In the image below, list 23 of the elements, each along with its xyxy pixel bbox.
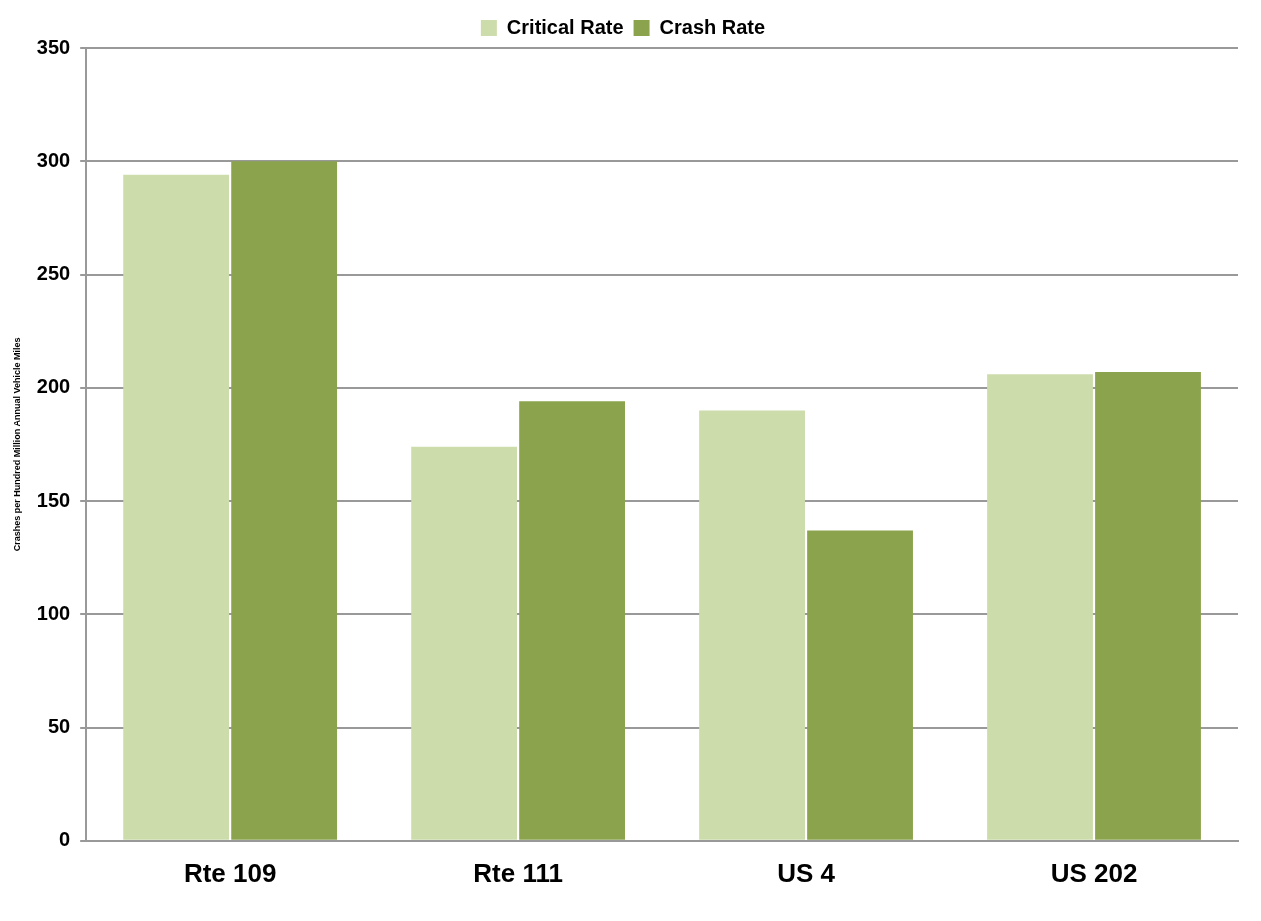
y-tick-label: 0 [59,828,71,851]
y-tick-label: 200 [36,375,71,398]
x-tick-label: US 4 [777,857,836,888]
bar [123,174,230,840]
y-tick-label: 250 [36,262,71,285]
y-tick-label: 300 [36,148,71,171]
x-tick-label: Rte 109 [183,857,277,888]
y-tick-label: 50 [47,715,71,738]
bar [699,410,805,840]
bar [987,374,1093,840]
bar [519,401,626,840]
bar [807,530,913,840]
y-tick-label: 100 [36,601,71,624]
y-axis-title: Crashes per Hundred Million Annual Vehicle Miles [11,337,22,552]
legend-label: Crash Rate [659,15,766,38]
y-tick-label: 150 [36,488,71,511]
legend-label: Critical Rate [506,15,624,38]
bar [1095,371,1201,840]
x-tick-label: Rte 111 [473,857,563,888]
bar [231,161,338,840]
y-tick-label: 350 [36,35,71,58]
bar [411,446,518,840]
x-tick-label: US 202 [1050,857,1138,888]
